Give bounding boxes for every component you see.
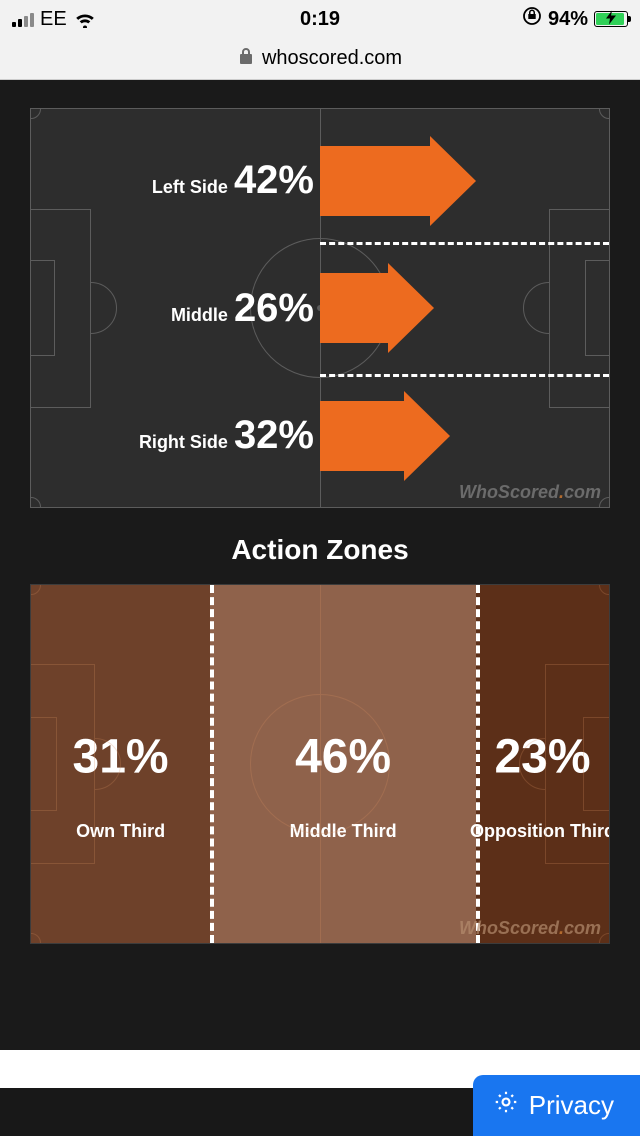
privacy-button[interactable]: Privacy (473, 1075, 640, 1136)
attack-pct: 32% (234, 413, 314, 458)
action-zones-pitch: 31% Own Third 46% Middle Third 23% Oppos… (30, 584, 610, 944)
attack-arrow-right (320, 401, 450, 471)
status-left: EE (12, 8, 97, 31)
watermark: WhoScored.com (459, 482, 601, 503)
attack-label: Right Side (139, 432, 228, 453)
attack-pct: 26% (234, 286, 314, 331)
signal-strength-icon (12, 11, 34, 27)
attack-sides-pitch: Left Side 42% Middle 26% Right Side 32% (30, 108, 610, 508)
orientation-lock-icon (522, 6, 542, 32)
lock-icon (238, 47, 254, 71)
privacy-label: Privacy (529, 1090, 614, 1121)
attack-arrow-middle (320, 273, 434, 343)
ios-status-bar: EE 0:19 94% (0, 0, 640, 38)
browser-address-bar[interactable]: whoscored.com (0, 38, 640, 80)
address-host: whoscored.com (262, 47, 402, 70)
attack-row-left: Left Side 42% (31, 141, 609, 221)
attack-label: Middle (171, 305, 228, 326)
battery-icon (594, 11, 628, 27)
gear-icon (493, 1089, 519, 1122)
page-content: Left Side 42% Middle 26% Right Side 32% (0, 80, 640, 1136)
carrier-label: EE (40, 8, 67, 31)
attack-row-middle: Middle 26% (31, 268, 609, 348)
attack-arrow-left (320, 146, 476, 216)
attack-label: Left Side (152, 177, 228, 198)
watermark: WhoScored.com (459, 918, 601, 939)
action-zones-title: Action Zones (0, 508, 640, 584)
status-time: 0:19 (300, 8, 340, 31)
battery-percent: 94% (548, 8, 588, 31)
attack-pct: 42% (234, 158, 314, 203)
attack-row-right: Right Side 32% (31, 396, 609, 476)
status-right: 94% (522, 6, 628, 32)
charging-bolt-icon (606, 8, 616, 31)
wifi-icon (73, 10, 97, 28)
